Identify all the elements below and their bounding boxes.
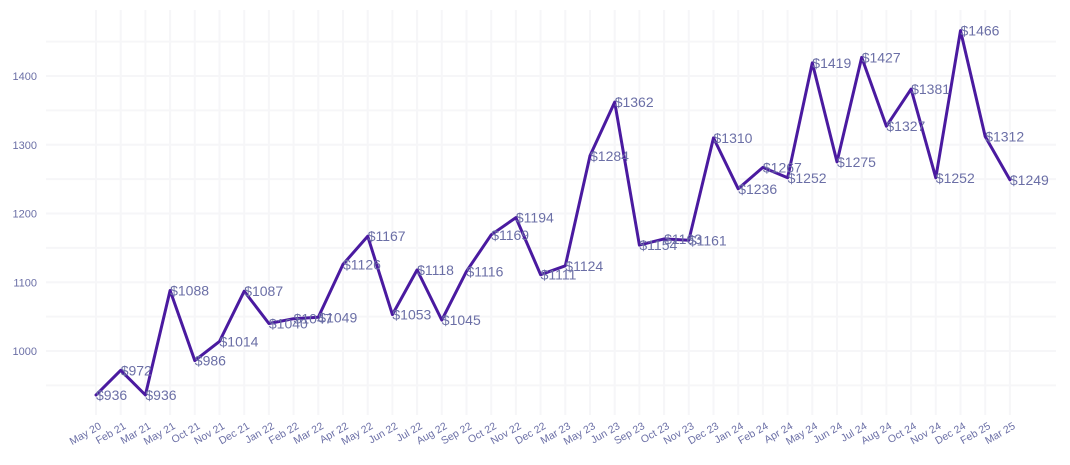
data-label: $1249 bbox=[1010, 172, 1049, 188]
data-label: $1310 bbox=[714, 130, 753, 146]
data-label: $1163 bbox=[664, 231, 702, 247]
data-label: $936 bbox=[96, 387, 127, 403]
data-label: $1087 bbox=[244, 283, 283, 299]
data-label: $1014 bbox=[220, 333, 259, 349]
data-label: $1252 bbox=[788, 170, 827, 186]
data-label: $1381 bbox=[911, 81, 950, 97]
y-tick-label: 1100 bbox=[13, 277, 37, 289]
data-label: $1327 bbox=[886, 118, 925, 134]
data-label: $1427 bbox=[862, 49, 901, 65]
data-label: $1312 bbox=[985, 129, 1024, 145]
data-label: $1169 bbox=[491, 227, 529, 243]
data-label: $1267 bbox=[763, 159, 802, 175]
data-labels: $936$972$936$1088$986$1014$1087$1040$104… bbox=[96, 23, 1049, 403]
data-label: $1167 bbox=[368, 228, 406, 244]
data-label: $1040 bbox=[269, 316, 308, 332]
data-label: $1118 bbox=[417, 262, 454, 278]
data-label: $1124 bbox=[565, 258, 603, 274]
data-label: $936 bbox=[145, 387, 176, 403]
y-tick-label: 1000 bbox=[13, 346, 37, 358]
data-label: $1419 bbox=[812, 55, 851, 71]
data-label: $1047 bbox=[294, 311, 333, 327]
data-label: $1466 bbox=[961, 23, 1000, 39]
data-label: $1116 bbox=[467, 263, 504, 279]
data-label: $1161 bbox=[689, 232, 727, 248]
y-tick-label: 1200 bbox=[13, 209, 37, 221]
grid bbox=[46, 10, 1056, 415]
data-label: $1045 bbox=[442, 312, 481, 328]
data-label: $1088 bbox=[170, 283, 209, 299]
data-label: $1053 bbox=[392, 307, 431, 323]
data-label: $1236 bbox=[738, 181, 777, 197]
data-label: $986 bbox=[195, 353, 226, 369]
data-label: $1111 bbox=[541, 267, 577, 283]
y-tick-label: 1300 bbox=[13, 140, 37, 152]
data-label: $1252 bbox=[936, 170, 975, 186]
data-label: $1049 bbox=[318, 309, 357, 325]
data-label: $1362 bbox=[615, 94, 654, 110]
y-tick-label: 1400 bbox=[13, 71, 37, 83]
series-line bbox=[94, 29, 1012, 397]
series-line-group bbox=[94, 29, 1012, 397]
data-label: $1194 bbox=[516, 210, 554, 226]
y-axis-ticks: 1000 1100 1200 1300 1400 bbox=[13, 71, 37, 358]
data-label: $1275 bbox=[837, 154, 876, 170]
data-label: $1284 bbox=[590, 148, 629, 164]
data-label: $1154 bbox=[639, 237, 677, 253]
data-label: $972 bbox=[121, 362, 152, 378]
data-label: $1126 bbox=[343, 256, 381, 272]
